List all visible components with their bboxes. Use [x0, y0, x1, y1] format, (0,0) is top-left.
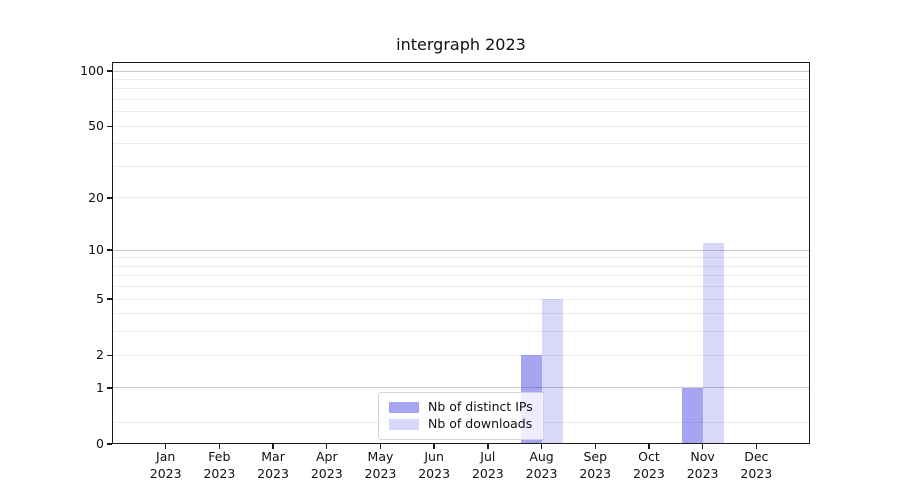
gridline-minor	[112, 143, 810, 145]
y-tick-5	[107, 298, 112, 300]
gridline-minor	[112, 165, 810, 167]
x-tick-mar	[272, 444, 274, 449]
gridline-major	[112, 387, 810, 389]
month-label: Jun	[424, 449, 444, 464]
y-tick-100	[107, 70, 112, 72]
x-tick-jan	[164, 444, 167, 449]
legend-entry-nb-of-distinct-ips: Nb of distinct IPs	[389, 399, 533, 415]
year-label: 2023	[633, 465, 665, 481]
y-tick-label-1: 1	[96, 379, 104, 395]
year-label: 2023	[364, 465, 397, 481]
year-label: 2023	[149, 465, 182, 481]
x-tick-may	[379, 444, 382, 449]
month-label: Apr	[315, 449, 338, 464]
gridline-minor	[112, 88, 810, 90]
month-label: Sep	[583, 449, 607, 464]
legend-swatch-nb-of-distinct-ips	[389, 401, 419, 413]
x-tick-label-mar: Mar 2023	[241, 449, 305, 482]
year-label: 2023	[686, 465, 719, 481]
x-tick-label-apr: Apr 2023	[295, 449, 359, 482]
y-tick-50	[107, 125, 112, 127]
gridline-minor	[112, 275, 810, 277]
year-label: 2023	[203, 465, 236, 481]
chart-title: intergraph 2023	[396, 35, 526, 54]
legend-entry-nb-of-downloads: Nb of downloads	[389, 416, 533, 432]
month-label: Aug	[529, 449, 554, 464]
bar-nb-of-downloads-aug	[541, 299, 563, 444]
year-label: 2023	[471, 465, 504, 481]
gridline-minor	[112, 125, 810, 127]
gridline-minor	[112, 78, 810, 80]
gridline-minor	[112, 257, 810, 259]
y-tick-label-20: 20	[88, 189, 104, 205]
x-tick-aug	[540, 444, 543, 449]
legend-swatch-nb-of-downloads	[389, 418, 419, 430]
x-tick-nov	[701, 444, 704, 449]
month-label: Oct	[638, 449, 660, 464]
month-label: May	[367, 449, 394, 464]
gridline-minor	[112, 265, 810, 267]
legend-label: Nb of downloads	[428, 416, 533, 431]
y-tick-0	[107, 443, 112, 445]
x-tick-feb	[218, 444, 221, 449]
month-label: Dec	[744, 449, 769, 464]
y-tick-label-10: 10	[88, 242, 104, 258]
y-tick-label-0: 0	[96, 436, 104, 451]
y-tick-10	[107, 249, 112, 251]
x-tick-label-nov: Nov 2023	[671, 449, 735, 482]
x-tick-label-feb: Feb 2023	[187, 449, 251, 482]
x-tick-sep	[594, 444, 596, 449]
gridline-minor	[112, 313, 810, 315]
y-tick-label-5: 5	[96, 291, 104, 307]
gridline-major	[112, 249, 810, 251]
year-label: 2023	[579, 465, 612, 481]
y-tick-1	[107, 387, 112, 389]
x-tick-dec	[755, 444, 757, 449]
year-label: 2023	[740, 465, 773, 481]
x-tick-jul	[487, 444, 489, 449]
x-tick-label-aug: Aug 2023	[510, 449, 574, 482]
legend: Nb of distinct IPs Nb of downloads	[378, 392, 544, 440]
year-label: 2023	[525, 465, 558, 481]
legend-label: Nb of distinct IPs	[428, 399, 533, 414]
x-tick-label-may: May 2023	[348, 449, 412, 482]
month-label: Jan	[156, 449, 176, 464]
month-label: Jul	[480, 449, 496, 464]
gridline-minor	[112, 98, 810, 100]
year-label: 2023	[310, 465, 343, 481]
x-tick-label-dec: Dec 2023	[724, 449, 788, 482]
gridline-minor	[112, 331, 810, 333]
bar-nb-of-downloads-nov	[702, 243, 724, 444]
gridline-minor	[112, 286, 810, 288]
y-tick-2	[107, 354, 112, 356]
x-tick-label-jun: Jun 2023	[402, 449, 466, 482]
year-label: 2023	[418, 465, 451, 481]
x-tick-jun	[433, 444, 435, 449]
gridline-major	[112, 70, 810, 72]
x-tick-label-oct: Oct 2023	[617, 449, 681, 482]
month-label: Feb	[208, 449, 231, 464]
gridline-minor	[112, 298, 810, 300]
y-tick-label-100: 100	[80, 63, 104, 78]
x-tick-label-jan: Jan 2023	[134, 449, 198, 482]
bar-nb-of-distinct-ips-nov	[681, 387, 703, 444]
x-tick-label-sep: Sep 2023	[563, 449, 627, 482]
gridline-minor	[112, 354, 810, 356]
x-tick-label-jul: Jul 2023	[456, 449, 520, 482]
month-label: Mar	[261, 449, 285, 464]
year-label: 2023	[257, 465, 289, 481]
x-tick-apr	[326, 444, 328, 449]
gridline-minor	[112, 111, 810, 113]
month-label: Nov	[690, 449, 715, 464]
y-tick-label-2: 2	[96, 347, 104, 363]
y-tick-label-50: 50	[88, 118, 104, 134]
gridline-minor	[112, 197, 810, 199]
x-tick-oct	[648, 444, 650, 449]
y-tick-20	[107, 197, 112, 199]
